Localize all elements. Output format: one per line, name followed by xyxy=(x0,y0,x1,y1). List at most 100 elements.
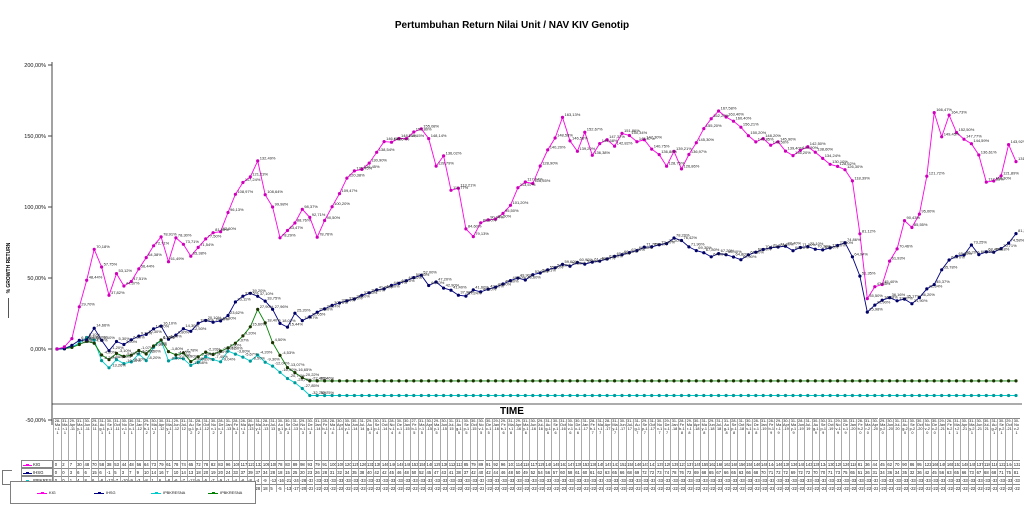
table-date-header: 29-Dec-17 xyxy=(662,418,671,460)
table-cell: 37 xyxy=(239,468,247,476)
data-point-marker xyxy=(256,353,260,357)
data-point-label: 74,86% xyxy=(847,237,861,242)
data-point-label: 121,72% xyxy=(929,171,945,176)
legend-key-icon xyxy=(94,491,104,495)
table-cell: 36 xyxy=(863,460,872,468)
table-cell: 112 xyxy=(447,460,455,468)
table-cell: -22 xyxy=(878,484,886,492)
data-point-label: 139,40% xyxy=(788,146,804,151)
data-point-marker xyxy=(293,221,297,225)
table-cell: 66 xyxy=(744,468,753,476)
table-cell: 125 xyxy=(350,460,359,468)
table-cell: -22 xyxy=(454,484,463,492)
table-cell: -33 xyxy=(454,476,463,484)
data-point-marker xyxy=(583,262,587,266)
table-cell: 89 xyxy=(291,460,299,468)
series-key-icon xyxy=(23,463,32,466)
data-point-marker xyxy=(70,343,74,347)
data-point-marker xyxy=(694,393,698,398)
table-cell: 36 xyxy=(915,468,924,476)
data-point-marker xyxy=(449,379,453,383)
data-point-marker xyxy=(783,393,788,398)
data-point-marker xyxy=(613,393,617,398)
table-column: 29-Nov-13 98 20 -28 -20 xyxy=(298,418,307,492)
table-cell: 3 xyxy=(120,468,128,476)
table-cell: -33 xyxy=(499,476,507,484)
table-column: 30-Oct-20 95 36 -33 -22 xyxy=(915,418,924,492)
data-point-marker xyxy=(583,379,587,383)
table-cell: 150 xyxy=(744,460,753,468)
table-cell: 45 xyxy=(425,468,433,476)
data-point-label: 78,76% xyxy=(319,232,333,237)
data-point-marker xyxy=(114,339,119,344)
data-point-label: 121,89% xyxy=(1003,170,1019,175)
table-cell: 126 xyxy=(841,460,849,468)
data-point-label: 134,24% xyxy=(825,153,841,158)
data-point-marker xyxy=(724,393,728,398)
data-point-marker xyxy=(620,393,624,398)
table-column: 29-Dec-1712974-33-22 xyxy=(662,418,671,492)
table-cell: 68 xyxy=(700,468,708,476)
table-date-header: 29-Feb-16 xyxy=(499,418,507,460)
table-cell: -22 xyxy=(997,484,1005,492)
table-cell: 95 xyxy=(915,460,924,468)
data-point-marker xyxy=(746,379,751,383)
data-point-label: 36,16% xyxy=(892,292,906,297)
table-date-header: 30-Nov-17 xyxy=(655,418,663,460)
data-point-label: 4,10% xyxy=(96,338,108,343)
table-date-header: 31-Aug-12 xyxy=(187,418,195,460)
data-point-label: 90,50% xyxy=(327,215,341,220)
table-cell: -33 xyxy=(313,476,321,484)
table-cell: 122 xyxy=(997,460,1005,468)
data-point-label: 6,90% xyxy=(171,334,183,339)
table-date-header: 28-Jun-13 xyxy=(261,418,269,460)
data-point-marker xyxy=(352,379,356,383)
data-point-marker xyxy=(731,255,736,259)
table-cell: -20 xyxy=(298,484,307,492)
table-date-header: 31-May-11 xyxy=(75,418,84,460)
table-cell: 0 xyxy=(53,460,61,468)
table-date-header: 30-Nov-21 xyxy=(1012,418,1020,460)
data-point-marker xyxy=(672,379,676,383)
data-point-marker xyxy=(984,250,988,254)
data-point-marker xyxy=(352,297,356,301)
table-date-header: 29-May-15 xyxy=(432,418,440,460)
table-date-header: 31-Aug-21 xyxy=(990,418,998,460)
table-cell: -33 xyxy=(982,476,990,484)
table-cell: 42 xyxy=(484,468,492,476)
table-cell: -33 xyxy=(796,476,805,484)
data-point-marker xyxy=(464,379,468,383)
data-point-marker xyxy=(315,310,319,314)
legend-label: IHSG xyxy=(106,490,116,495)
data-point-marker xyxy=(828,162,832,166)
table-cell: 63 xyxy=(945,468,953,476)
data-point-marker xyxy=(925,379,929,383)
data-point-marker xyxy=(263,321,267,325)
data-point-marker xyxy=(546,268,550,272)
chart-title: Pertumbuhan Return Nilai Unit / NAV KIV … xyxy=(394,20,630,31)
data-point-marker xyxy=(285,366,290,370)
table-column: 30-Jun-2113767-33-22 xyxy=(975,418,983,492)
line-series-ipbkresna-2 xyxy=(56,336,1016,396)
series-key-icon xyxy=(23,471,32,474)
data-point-marker xyxy=(850,179,855,183)
table-cell: 45 xyxy=(878,460,886,468)
data-point-label: -1,50% xyxy=(223,346,236,351)
table-cell: -33 xyxy=(885,476,894,484)
data-point-label: 152,80% xyxy=(416,127,432,132)
table-cell: -8 xyxy=(97,476,106,484)
table-cell: 83 xyxy=(283,460,292,468)
data-point-marker xyxy=(219,349,223,353)
data-point-label: 45,37% xyxy=(936,279,950,284)
data-point-marker xyxy=(189,254,193,258)
table-cell: 149 xyxy=(551,460,559,468)
table-cell: 49 xyxy=(521,468,530,476)
data-point-marker xyxy=(471,235,475,239)
data-point-marker xyxy=(746,393,751,398)
data-point-label: 18,20% xyxy=(200,318,214,323)
data-point-marker xyxy=(107,358,111,362)
data-point-marker xyxy=(397,379,401,383)
data-point-label: 55,78% xyxy=(944,264,958,269)
table-cell: -22 xyxy=(648,484,656,492)
data-point-marker xyxy=(137,352,141,356)
